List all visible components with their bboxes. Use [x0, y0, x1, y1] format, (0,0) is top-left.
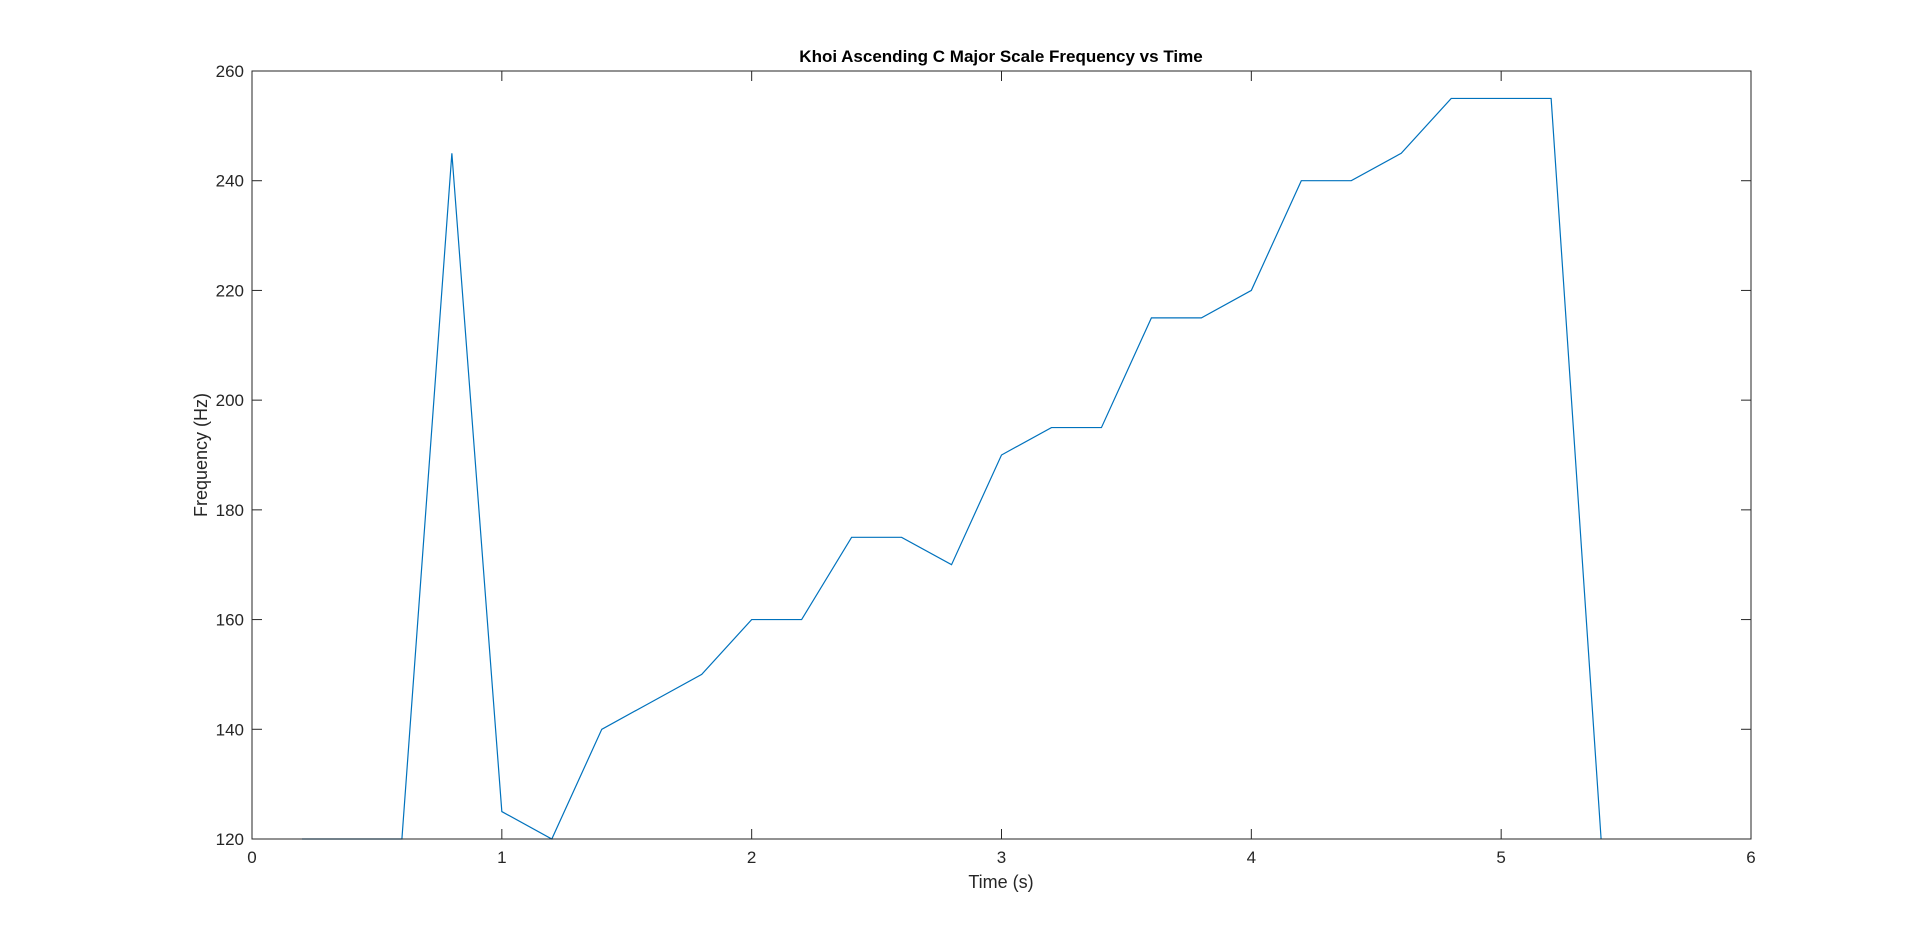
x-tick-label: 4 — [1247, 848, 1256, 867]
series-line-0 — [301, 97, 1602, 840]
series-group — [301, 97, 1602, 840]
y-tick-label: 260 — [216, 62, 244, 81]
plot-frame — [251, 70, 1752, 840]
x-tick-label: 3 — [997, 848, 1006, 867]
x-tick-label: 1 — [497, 848, 506, 867]
y-tick-label: 120 — [216, 830, 244, 849]
y-tick-label: 220 — [216, 281, 244, 300]
y-tick-label: 140 — [216, 720, 244, 739]
x-tick-label: 5 — [1496, 848, 1505, 867]
x-tick-label: 2 — [747, 848, 756, 867]
ticks-group: 0 1 2 3 4 5 6 120 140 160 180 200 220 240 260 — [216, 62, 1756, 867]
chart-title: Khoi Ascending C Major Scale Frequency v… — [799, 47, 1202, 66]
x-axis-label: Time (s) — [968, 872, 1033, 892]
x-tick-label: 6 — [1746, 848, 1755, 867]
y-tick-label: 240 — [216, 172, 244, 191]
y-tick-label: 180 — [216, 501, 244, 520]
y-tick-label: 160 — [216, 611, 244, 630]
x-tick-label: 0 — [247, 848, 256, 867]
y-tick-label: 200 — [216, 391, 244, 410]
y-axis-label: Frequency (Hz) — [191, 393, 211, 517]
